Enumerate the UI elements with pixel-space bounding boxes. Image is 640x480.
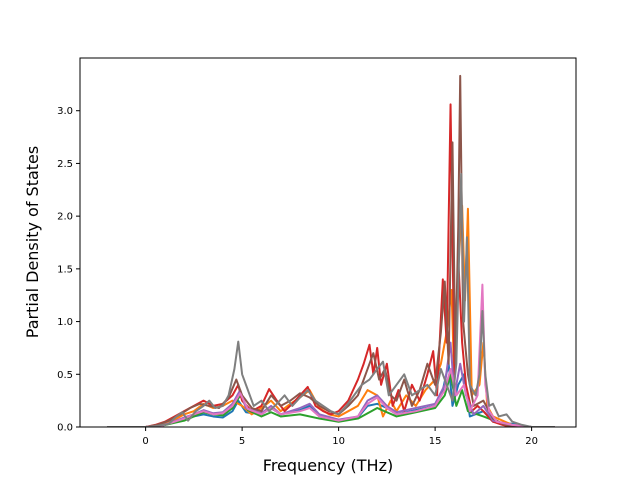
x-tick-label: 10 bbox=[332, 436, 345, 447]
series-line-6 bbox=[107, 283, 555, 427]
x-axis: 0 5 10 15 20 bbox=[142, 427, 538, 447]
x-tick-label: 20 bbox=[525, 436, 538, 447]
y-tick-label: 2.0 bbox=[57, 212, 73, 223]
series-line-7 bbox=[107, 172, 555, 427]
y-tick-label: 3.0 bbox=[57, 106, 73, 117]
x-tick-label: 5 bbox=[239, 436, 245, 447]
x-tick-label: 0 bbox=[142, 436, 148, 447]
y-axis-label: Partial Density of States bbox=[23, 146, 42, 338]
y-tick-label: 1.5 bbox=[57, 264, 73, 275]
x-axis-label: Frequency (THz) bbox=[263, 456, 393, 475]
series-group bbox=[107, 74, 555, 427]
series-line-1 bbox=[107, 204, 555, 427]
y-tick-label: 1.0 bbox=[57, 317, 73, 328]
y-tick-label: 2.5 bbox=[57, 159, 73, 170]
x-tick-label: 15 bbox=[429, 436, 442, 447]
y-axis: 0.0 0.5 1.0 1.5 2.0 2.5 3.0 bbox=[57, 106, 80, 434]
y-tick-label: 0.5 bbox=[57, 370, 73, 381]
series-line-2 bbox=[107, 373, 555, 427]
plot-frame bbox=[79, 57, 577, 428]
y-tick-label: 0.0 bbox=[57, 423, 73, 434]
